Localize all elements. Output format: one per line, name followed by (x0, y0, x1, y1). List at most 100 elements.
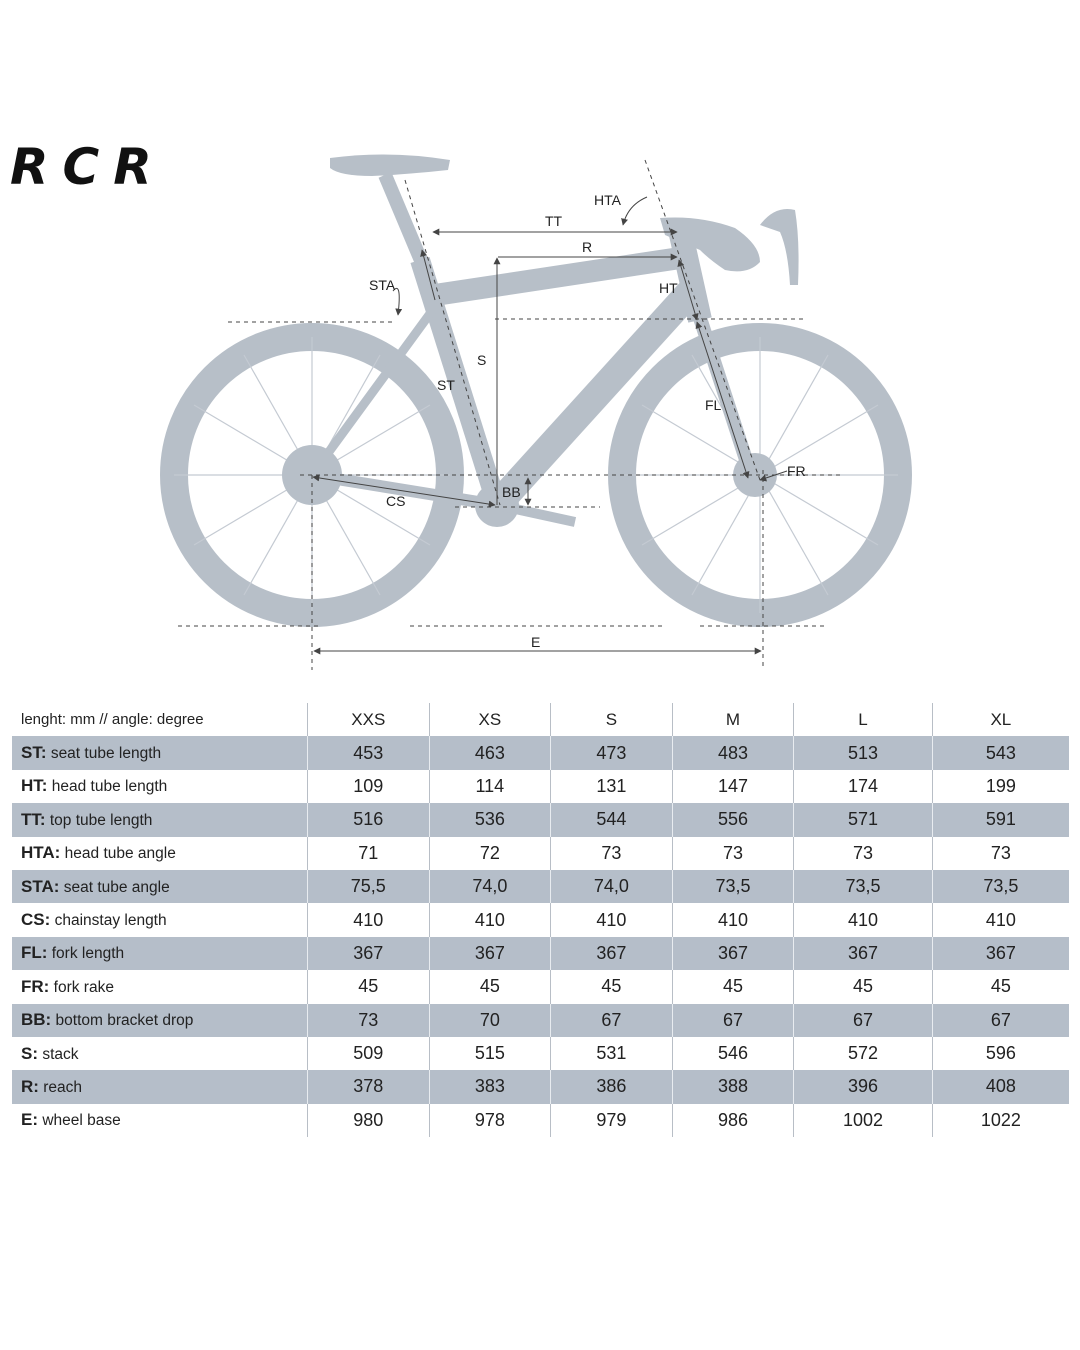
row-label: BB: bottom bracket drop (12, 1003, 308, 1037)
row-label: E: wheel base (12, 1104, 308, 1137)
table-cell: 67 (931, 1003, 1069, 1037)
table-cell: 45 (550, 970, 673, 1004)
table-cell: 596 (931, 1036, 1069, 1071)
table-cell: 536 (428, 803, 551, 837)
row-name: head tube length (51, 778, 168, 796)
table-cell: 410 (931, 903, 1069, 937)
table-cell: 396 (793, 1070, 933, 1104)
table-row: TT: top tube length 516 536 544 556 571 591 (12, 803, 1069, 837)
table-cell: 410 (550, 903, 673, 937)
size-header: XXS (307, 703, 430, 737)
size-header: M (671, 703, 794, 737)
row-name: seat tube length (50, 745, 162, 763)
table-cell: 531 (550, 1036, 673, 1071)
row-label: ST: seat tube length (12, 736, 308, 770)
table-cell: 556 (671, 803, 794, 837)
row-abbr: FL: (21, 943, 48, 963)
table-cell: 367 (307, 936, 430, 971)
table-cell: 67 (550, 1003, 673, 1037)
label-st: ST (437, 377, 455, 393)
row-name: chainstay length (54, 912, 167, 930)
row-abbr: R: (21, 1076, 39, 1096)
row-abbr: E: (21, 1110, 38, 1130)
table-cell: 45 (793, 970, 933, 1004)
row-abbr: S: (21, 1043, 38, 1063)
table-cell: 367 (793, 936, 933, 971)
table-cell: 74,0 (550, 869, 673, 904)
row-label: HTA: head tube angle (12, 837, 308, 870)
table-cell: 131 (550, 769, 673, 804)
row-label: FR: fork rake (12, 970, 308, 1003)
table-cell: 388 (671, 1070, 794, 1104)
row-name: stack (42, 1045, 79, 1063)
table-row: CS: chainstay length 410 410 410 410 410 410 (12, 903, 1069, 937)
row-name: fork length (51, 945, 125, 963)
table-cell: 73 (931, 836, 1069, 870)
table-row: HT: head tube length 109 114 131 147 174 199 (12, 769, 1069, 804)
table-row: S: stack 509 515 531 546 572 596 (12, 1036, 1069, 1071)
table-cell: 174 (793, 769, 933, 804)
table-cell: 543 (931, 736, 1069, 770)
table-cell: 410 (671, 903, 794, 937)
table-cell: 463 (428, 736, 551, 770)
table-cell: 378 (307, 1070, 430, 1104)
table-cell: 572 (793, 1036, 933, 1071)
table-cell: 483 (671, 736, 794, 770)
row-abbr: BB: (21, 1010, 52, 1030)
table-cell: 73 (793, 836, 933, 870)
table-cell: 509 (307, 1036, 430, 1071)
row-label: S: stack (12, 1037, 308, 1070)
table-cell: 546 (671, 1036, 794, 1071)
table-cell: 473 (550, 736, 673, 770)
row-label: HT: head tube length (12, 770, 308, 803)
bike-geometry-diagram: HTA TT R HT STA S ST FL FR BB CS E (160, 154, 912, 670)
table-cell: 367 (550, 936, 673, 971)
size-header: L (793, 703, 933, 737)
table-cell: 45 (671, 970, 794, 1004)
table-cell: 45 (428, 970, 551, 1004)
row-abbr: HTA: (21, 843, 61, 863)
table-cell: 513 (793, 736, 933, 770)
table-cell: 408 (931, 1070, 1069, 1104)
measurement-lines (312, 196, 788, 655)
table-cell: 410 (307, 903, 430, 937)
label-hta: HTA (594, 192, 622, 208)
table-cell: 367 (931, 936, 1069, 971)
table-cell: 73 (550, 836, 673, 870)
table-body: ST: seat tube length 453 463 473 483 513 543 HT… (12, 736, 1069, 1138)
row-abbr: TT: (21, 809, 46, 829)
table-cell: 410 (793, 903, 933, 937)
table-cell: 71 (307, 836, 430, 870)
table-cell: 73,5 (671, 869, 794, 904)
table-cell: 72 (428, 836, 551, 870)
row-name: seat tube angle (63, 878, 170, 896)
row-name: top tube length (49, 811, 153, 829)
row-name: wheel base (42, 1112, 121, 1130)
size-header: XL (931, 703, 1069, 737)
table-cell: 591 (931, 803, 1069, 837)
table-cell: 199 (931, 769, 1069, 804)
size-header: S (550, 703, 673, 737)
table-cell: 383 (428, 1070, 551, 1104)
table-cell: 114 (428, 769, 551, 804)
label-sta: STA (369, 277, 396, 293)
table-cell: 410 (428, 903, 551, 937)
table-cell: 75,5 (307, 869, 430, 904)
table-row: BB: bottom bracket drop 73 70 67 67 67 67 (12, 1003, 1069, 1037)
table-row: ST: seat tube length 453 463 473 483 513 543 (12, 736, 1069, 770)
table-cell: 67 (671, 1003, 794, 1037)
table-cell: 1002 (793, 1103, 933, 1138)
row-label: FL: fork length (12, 936, 308, 971)
row-name: fork rake (53, 978, 114, 996)
label-bb: BB (502, 484, 521, 500)
geometry-table: lenght: mm // angle: degree XXS XS S M L… (12, 703, 1069, 1138)
row-label: STA: seat tube angle (12, 869, 308, 904)
table-row: HTA: head tube angle 71 72 73 73 73 73 (12, 836, 1069, 870)
table-cell: 73,5 (793, 869, 933, 904)
table-cell: 109 (307, 769, 430, 804)
table-cell: 70 (428, 1003, 551, 1037)
table-cell: 73 (307, 1003, 430, 1037)
table-row: FR: fork rake 45 45 45 45 45 45 (12, 970, 1069, 1004)
label-e: E (531, 634, 540, 650)
table-row: FL: fork length 367 367 367 367 367 367 (12, 936, 1069, 971)
